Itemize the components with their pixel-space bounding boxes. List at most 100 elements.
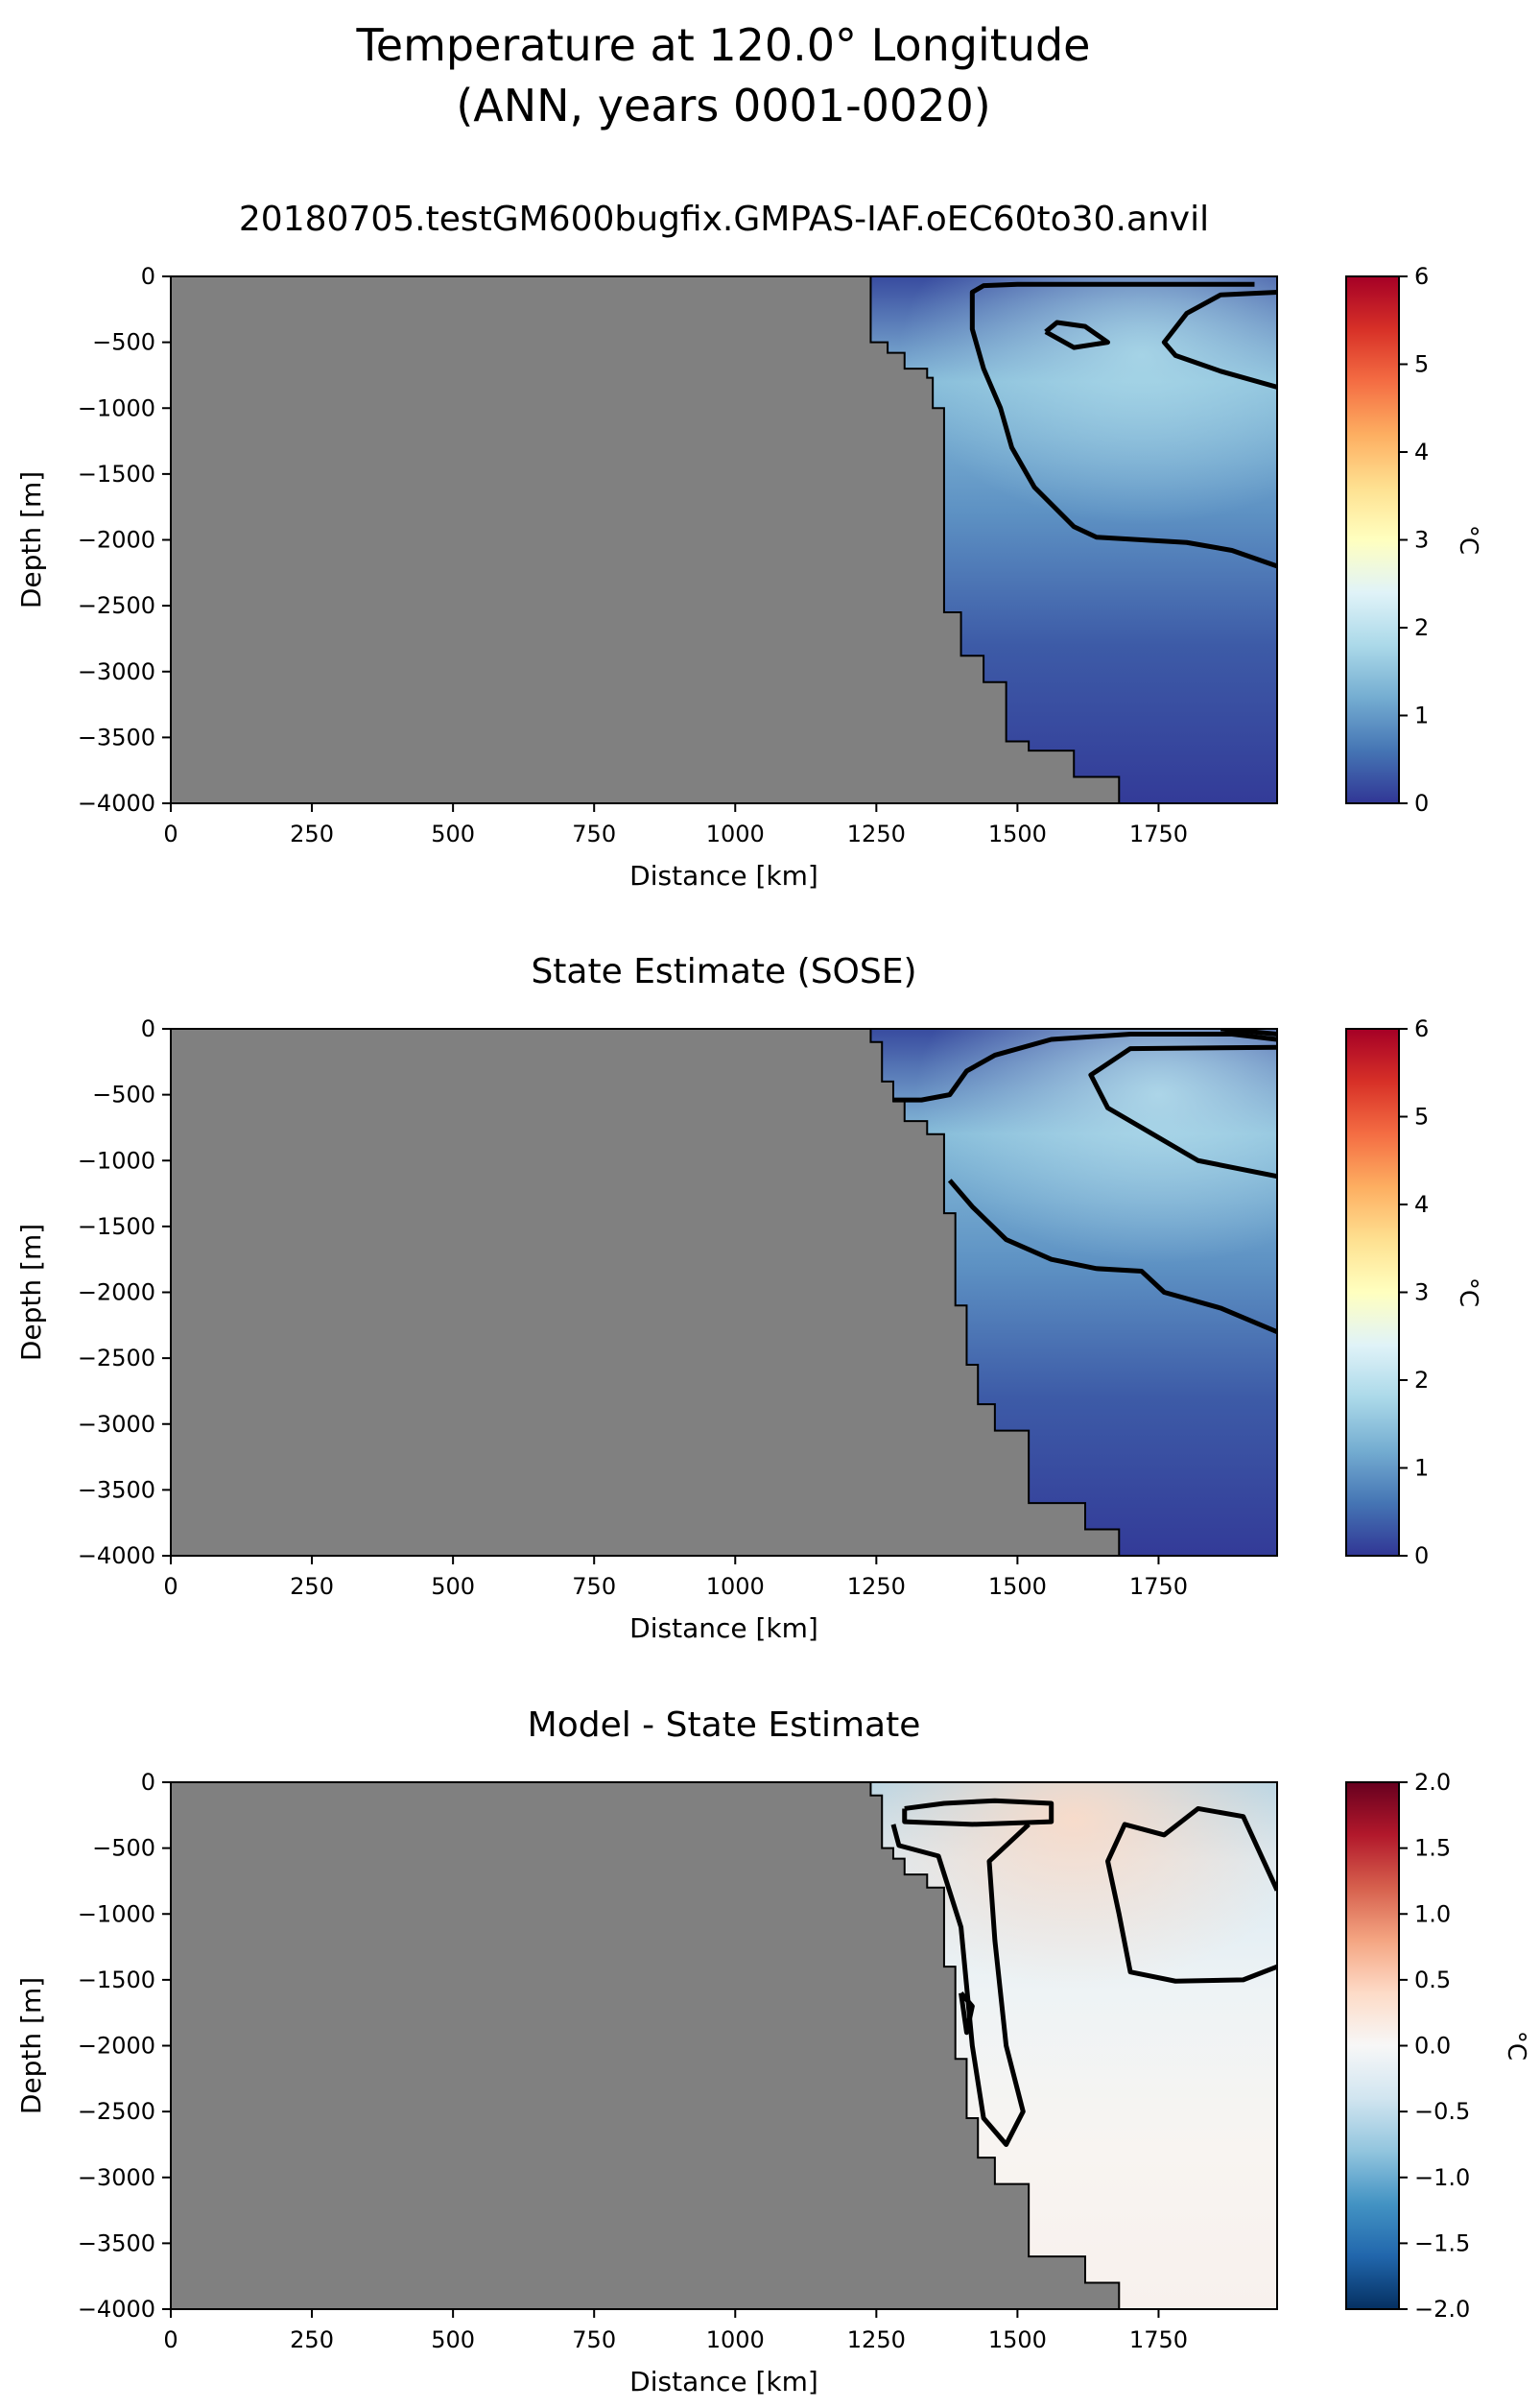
x-tick-label: 1500	[988, 821, 1047, 847]
figure-title-line2: (ANN, years 0001-0020)	[456, 80, 990, 131]
y-tick-label: −2500	[78, 2098, 155, 2125]
y-tick-label: −3000	[78, 1411, 155, 1438]
x-tick-label: 1750	[1129, 821, 1188, 847]
y-tick-label: 0	[141, 1769, 155, 1796]
y-tick-label: −3500	[78, 724, 155, 751]
warm-core	[914, 1029, 1277, 1264]
panel-title: Model - State Estimate	[528, 1705, 921, 1745]
plot-area	[171, 1029, 1277, 1556]
colorbar-tick-label: 5	[1414, 351, 1429, 378]
y-tick-label: −2000	[78, 527, 155, 554]
colorbar-tick-label: 0	[1414, 790, 1429, 817]
x-tick-label: 1750	[1129, 2326, 1188, 2353]
y-tick-label: −4000	[78, 2296, 155, 2323]
y-tick-label: 0	[141, 1015, 155, 1042]
x-tick-label: 1500	[988, 1573, 1047, 1600]
x-tick-label: 750	[572, 2326, 616, 2353]
contour-line-3	[1044, 320, 1111, 350]
y-tick-label: −1000	[78, 394, 155, 421]
contour-line-2	[1161, 289, 1277, 390]
x-tick-label: 0	[163, 1573, 178, 1600]
y-tick-label: −1000	[78, 1147, 155, 1174]
contour-line-3	[947, 1179, 1277, 1334]
panel-3: Model - State Estimate 0 250 500 750 1000 1250…	[15, 1705, 1530, 2397]
x-tick-label: 750	[572, 1573, 616, 1600]
x-tick-label: 0	[163, 821, 178, 847]
x-tick-label: 500	[431, 1573, 475, 1600]
colorbar-tick-label: 1	[1414, 1455, 1429, 1482]
panel-title: State Estimate (SOSE)	[531, 952, 916, 991]
y-tick-label: −4000	[78, 790, 155, 817]
y-tick-label: −3000	[78, 2164, 155, 2191]
y-tick-label: −3000	[78, 658, 155, 685]
warm-core	[898, 276, 1277, 524]
x-tick-label: 750	[572, 821, 616, 847]
panel-2: State Estimate (SOSE)0 250 500 750 1000 1250 1…	[15, 952, 1482, 1644]
contour-line-2	[1088, 1044, 1277, 1180]
x-tick-label: 1250	[847, 2326, 906, 2353]
x-tick-label: 1750	[1129, 1573, 1188, 1600]
colorbar-tick-label: 1.5	[1414, 1835, 1451, 1862]
y-tick-label: −1500	[78, 1213, 155, 1240]
x-tick-label: 250	[290, 2326, 334, 2353]
land-mask	[171, 1782, 1121, 2309]
x-tick-label: 500	[431, 821, 475, 847]
y-tick-label: −2500	[78, 592, 155, 619]
y-axis-label: Depth [m]	[15, 471, 47, 608]
y-tick-label: −1500	[78, 1967, 155, 1993]
colorbar-label: °C	[1454, 525, 1482, 555]
colorbar-tick-label: 3	[1414, 1279, 1429, 1306]
contour-line-1	[902, 1798, 1054, 1827]
colorbar-tick-label: 4	[1414, 1191, 1429, 1218]
figure-title-line1: Temperature at 120.0° Longitude	[356, 19, 1091, 71]
x-tick-label: 1000	[706, 2326, 765, 2353]
colorbar-tick-label: 6	[1414, 1015, 1429, 1042]
colorbar-tick-label: 5	[1414, 1104, 1429, 1131]
x-axis-label: Distance [km]	[629, 860, 818, 892]
y-tick-label: −500	[92, 1082, 155, 1109]
x-axis-label: Distance [km]	[629, 2366, 818, 2397]
y-tick-label: −2000	[78, 2033, 155, 2060]
x-tick-label: 250	[290, 1573, 334, 1600]
x-tick-label: 1000	[706, 821, 765, 847]
x-axis-label: Distance [km]	[629, 1612, 818, 1644]
x-tick-label: 250	[290, 821, 334, 847]
colorbar-tick-label: 4	[1414, 439, 1429, 465]
colorbar-label: °C	[1502, 2031, 1530, 2061]
colorbar-tick-label: 1.0	[1414, 1900, 1451, 1927]
contour-line-2	[890, 1823, 1031, 2147]
y-tick-label: −500	[92, 1835, 155, 1862]
colorbar	[1345, 1028, 1400, 1557]
y-tick-label: −500	[92, 329, 155, 356]
y-tick-label: −2500	[78, 1345, 155, 1371]
x-tick-label: 500	[431, 2326, 475, 2353]
contour-line-3	[1105, 1805, 1277, 1984]
y-tick-label: −2000	[78, 1279, 155, 1306]
x-tick-label: 1000	[706, 1573, 765, 1600]
y-tick-label: −3500	[78, 1476, 155, 1503]
x-tick-label: 1250	[847, 1573, 906, 1600]
land-mask	[171, 276, 1121, 803]
colorbar-tick-label: −2.0	[1414, 2296, 1470, 2323]
contour-line-1	[892, 1031, 1277, 1103]
x-tick-label: 1500	[988, 2326, 1047, 2353]
colorbar-tick-label: 1	[1414, 703, 1429, 729]
y-tick-label: −1500	[78, 461, 155, 488]
colorbar-label: °C	[1454, 1277, 1482, 1307]
contour-line-1	[969, 281, 1277, 569]
colorbar	[1345, 275, 1400, 804]
y-tick-label: −1000	[78, 1900, 155, 1927]
x-tick-label: 0	[163, 2326, 178, 2353]
y-axis-label: Depth [m]	[15, 1977, 47, 2114]
y-tick-label: −3500	[78, 2229, 155, 2256]
plot-area	[171, 276, 1277, 803]
y-axis-label: Depth [m]	[15, 1224, 47, 1361]
colorbar-tick-label: −0.5	[1414, 2098, 1470, 2125]
colorbar-tick-label: 2.0	[1414, 1769, 1451, 1796]
x-tick-label: 1250	[847, 821, 906, 847]
colorbar-tick-label: 0.5	[1414, 1967, 1451, 1993]
panel-1: 20180705.testGM600bugfix.GMPAS-IAF.oEC60…	[15, 200, 1482, 892]
colorbar-tick-label: 0	[1414, 1542, 1429, 1569]
y-tick-label: −4000	[78, 1542, 155, 1569]
colorbar-tick-label: 2	[1414, 614, 1429, 641]
